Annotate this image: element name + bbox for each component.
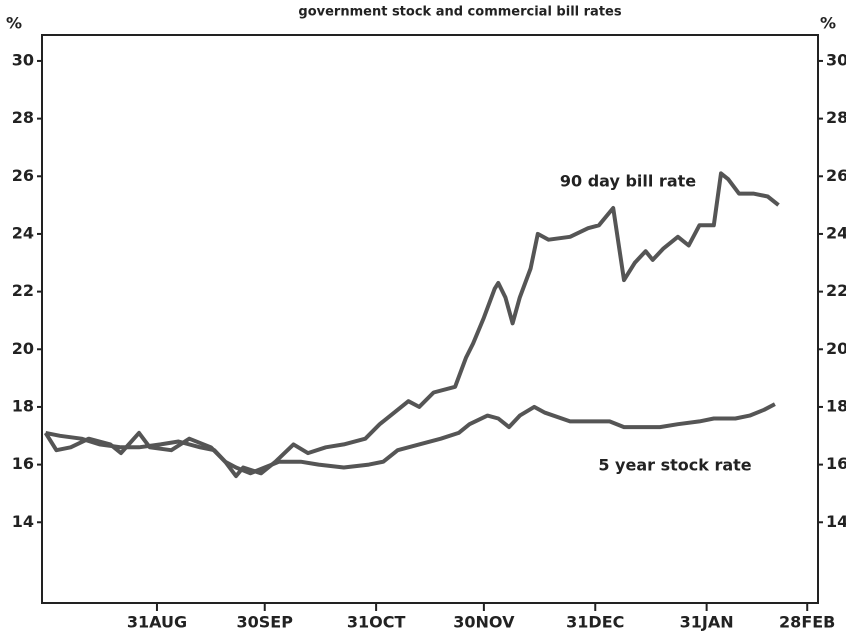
y-axis-label: %: [6, 14, 22, 33]
chart-title: government stock and commercial bill rat…: [298, 5, 621, 20]
line-series: [43, 171, 780, 479]
y-tick-label: 24: [12, 223, 34, 242]
y2-tick-label: 14: [826, 512, 846, 531]
y2-tick-label: 16: [826, 454, 846, 473]
x-tick-label: 28FEB: [779, 613, 835, 632]
y-tick-label: 18: [12, 396, 34, 415]
y-tick-label: 28: [12, 108, 34, 127]
y-tick-label: 14: [12, 512, 34, 531]
y2-tick-label: 24: [826, 223, 846, 242]
y2-tick-label: 22: [826, 281, 846, 300]
y-tick-label: 22: [12, 281, 34, 300]
annotation: 90 day bill rate: [560, 172, 696, 191]
x-tick-label: 31DEC: [566, 613, 624, 632]
y-tick-label: 16: [12, 454, 34, 473]
y2-tick-label: 18: [826, 396, 846, 415]
x-tick-label: 31JAN: [680, 613, 734, 632]
annotation: 5 year stock rate: [598, 456, 751, 475]
y-tick-label: 30: [12, 50, 34, 69]
y-tick-label: 26: [12, 166, 34, 185]
y-tick-label: 20: [12, 339, 34, 358]
line-series: [45, 402, 776, 476]
x-tick-label: 30NOV: [453, 613, 515, 632]
x-tick-label: 30SEP: [237, 613, 294, 632]
y2-axis-label: %: [820, 14, 836, 33]
plot-frame: [41, 34, 819, 604]
y2-tick-label: 20: [826, 339, 846, 358]
y2-tick-label: 26: [826, 166, 846, 185]
x-tick-label: 31AUG: [127, 613, 187, 632]
y2-tick-label: 28: [826, 108, 846, 127]
y2-tick-label: 30: [826, 50, 846, 69]
x-tick-label: 31OCT: [347, 613, 406, 632]
